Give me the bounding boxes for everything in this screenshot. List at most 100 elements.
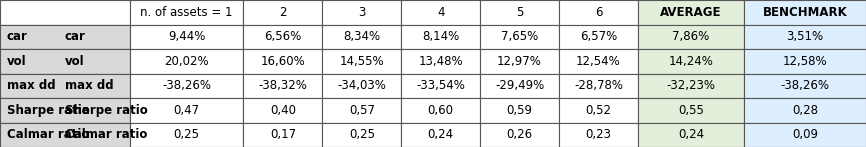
Bar — [401, 122, 480, 147]
Bar — [744, 74, 866, 98]
Bar — [559, 98, 638, 122]
Bar — [401, 74, 480, 98]
Text: 2: 2 — [279, 6, 287, 19]
Bar — [243, 122, 322, 147]
Bar — [559, 49, 638, 74]
Bar — [0, 25, 130, 49]
Text: 0,59: 0,59 — [507, 104, 533, 117]
Text: Calmar ratio: Calmar ratio — [65, 128, 147, 141]
Text: 9,44%: 9,44% — [168, 30, 205, 43]
Bar — [0, 98, 130, 122]
Text: -38,26%: -38,26% — [780, 79, 830, 92]
Bar — [243, 25, 322, 49]
Bar — [0, 49, 130, 74]
Bar — [0, 49, 130, 74]
Text: 3: 3 — [359, 6, 365, 19]
Bar — [243, 98, 322, 122]
Text: 6: 6 — [595, 6, 602, 19]
Bar — [0, 98, 130, 122]
Text: 0,24: 0,24 — [678, 128, 704, 141]
Text: 0,17: 0,17 — [270, 128, 296, 141]
Bar — [322, 98, 401, 122]
Bar — [130, 74, 243, 98]
Text: vol: vol — [65, 55, 85, 68]
Text: 13,48%: 13,48% — [418, 55, 463, 68]
Text: -34,03%: -34,03% — [338, 79, 386, 92]
Bar — [559, 25, 638, 49]
Text: AVERAGE: AVERAGE — [660, 6, 721, 19]
Bar — [0, 122, 130, 147]
Text: 7,65%: 7,65% — [501, 30, 539, 43]
Text: 6,57%: 6,57% — [580, 30, 617, 43]
Bar — [638, 98, 744, 122]
Bar — [744, 122, 866, 147]
Bar — [559, 74, 638, 98]
Bar — [130, 0, 243, 25]
Bar — [744, 0, 866, 25]
Text: 7,86%: 7,86% — [672, 30, 709, 43]
Text: 4: 4 — [437, 6, 444, 19]
Text: 0,55: 0,55 — [678, 104, 704, 117]
Bar — [243, 0, 322, 25]
Bar — [401, 98, 480, 122]
Bar — [638, 0, 744, 25]
Text: 0,26: 0,26 — [507, 128, 533, 141]
Bar — [638, 25, 744, 49]
Text: n. of assets = 1: n. of assets = 1 — [140, 6, 233, 19]
Bar — [480, 122, 559, 147]
Bar — [243, 74, 322, 98]
Bar — [322, 49, 401, 74]
Bar — [480, 98, 559, 122]
Bar — [480, 25, 559, 49]
Text: car: car — [65, 30, 86, 43]
Bar — [559, 0, 638, 25]
Bar — [401, 0, 480, 25]
Bar — [130, 49, 243, 74]
Bar — [0, 122, 130, 147]
Text: -28,78%: -28,78% — [574, 79, 623, 92]
Text: vol: vol — [7, 55, 27, 68]
Text: 12,58%: 12,58% — [783, 55, 827, 68]
Bar — [744, 49, 866, 74]
Text: -29,49%: -29,49% — [495, 79, 544, 92]
Text: car: car — [7, 30, 28, 43]
Bar — [638, 74, 744, 98]
Bar — [480, 49, 559, 74]
Text: 0,47: 0,47 — [173, 104, 200, 117]
Text: 0,23: 0,23 — [585, 128, 611, 141]
Text: 8,34%: 8,34% — [343, 30, 380, 43]
Text: 5: 5 — [516, 6, 523, 19]
Bar — [638, 122, 744, 147]
Text: 0,60: 0,60 — [428, 104, 454, 117]
Text: 6,56%: 6,56% — [264, 30, 301, 43]
Bar — [0, 74, 130, 98]
Bar — [638, 49, 744, 74]
Bar — [130, 25, 243, 49]
Text: max dd: max dd — [65, 79, 113, 92]
Bar — [243, 49, 322, 74]
Bar — [0, 74, 130, 98]
Bar — [480, 0, 559, 25]
Bar — [559, 122, 638, 147]
Bar — [401, 49, 480, 74]
Bar — [130, 98, 243, 122]
Text: 3,51%: 3,51% — [786, 30, 824, 43]
Text: 8,14%: 8,14% — [422, 30, 459, 43]
Bar — [480, 74, 559, 98]
Text: -33,54%: -33,54% — [417, 79, 465, 92]
Text: 0,28: 0,28 — [792, 104, 818, 117]
Text: BENCHMARK: BENCHMARK — [763, 6, 847, 19]
Text: 0,24: 0,24 — [428, 128, 454, 141]
Text: 20,02%: 20,02% — [165, 55, 209, 68]
Text: Sharpe ratio: Sharpe ratio — [7, 104, 90, 117]
Text: 14,55%: 14,55% — [339, 55, 385, 68]
Bar — [0, 0, 130, 25]
Text: Calmar ratio: Calmar ratio — [7, 128, 89, 141]
Text: 0,40: 0,40 — [270, 104, 296, 117]
Text: 0,25: 0,25 — [174, 128, 200, 141]
Text: 14,24%: 14,24% — [669, 55, 714, 68]
Text: -38,26%: -38,26% — [162, 79, 211, 92]
Text: max dd: max dd — [7, 79, 55, 92]
Bar — [744, 25, 866, 49]
Bar — [322, 0, 401, 25]
